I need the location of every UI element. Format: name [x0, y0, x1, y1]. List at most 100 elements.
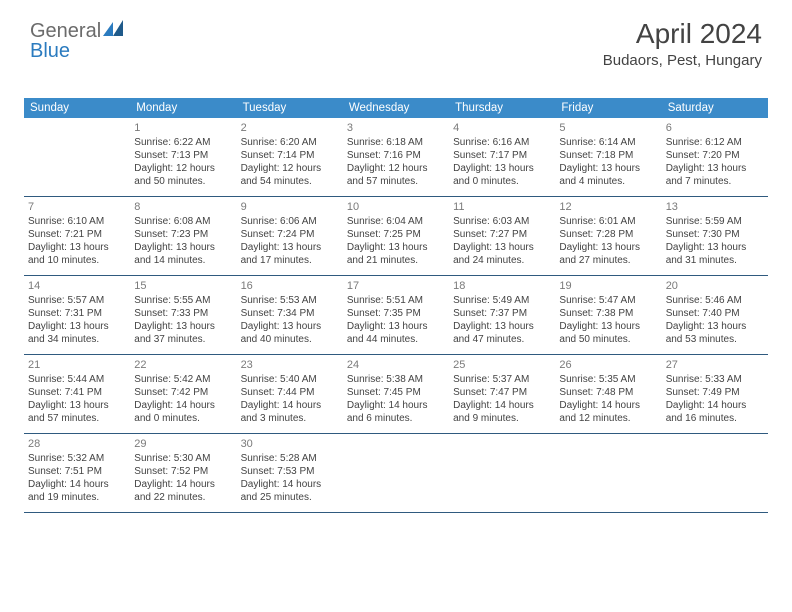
daylight-text: Daylight: 12 hours and 57 minutes.	[347, 162, 445, 188]
day-cell: 19Sunrise: 5:47 AMSunset: 7:38 PMDayligh…	[555, 276, 661, 354]
daylight-text: Daylight: 13 hours and 0 minutes.	[453, 162, 551, 188]
sunrise-text: Sunrise: 6:16 AM	[453, 136, 551, 149]
day-cell: 8Sunrise: 6:08 AMSunset: 7:23 PMDaylight…	[130, 197, 236, 275]
page-title: April 2024	[603, 18, 762, 50]
day-number: 29	[134, 437, 232, 451]
sunrise-text: Sunrise: 5:30 AM	[134, 452, 232, 465]
daylight-text: Daylight: 13 hours and 4 minutes.	[559, 162, 657, 188]
day-number: 21	[28, 358, 126, 372]
day-number: 10	[347, 200, 445, 214]
day-cell: 15Sunrise: 5:55 AMSunset: 7:33 PMDayligh…	[130, 276, 236, 354]
dow-saturday: Saturday	[662, 98, 768, 118]
day-cell	[555, 434, 661, 512]
day-number: 28	[28, 437, 126, 451]
day-number: 19	[559, 279, 657, 293]
sunrise-text: Sunrise: 5:42 AM	[134, 373, 232, 386]
daylight-text: Daylight: 13 hours and 34 minutes.	[28, 320, 126, 346]
day-number: 17	[347, 279, 445, 293]
sunset-text: Sunset: 7:34 PM	[241, 307, 339, 320]
day-cell: 2Sunrise: 6:20 AMSunset: 7:14 PMDaylight…	[237, 118, 343, 196]
sunrise-text: Sunrise: 5:44 AM	[28, 373, 126, 386]
day-cell: 22Sunrise: 5:42 AMSunset: 7:42 PMDayligh…	[130, 355, 236, 433]
day-cell: 24Sunrise: 5:38 AMSunset: 7:45 PMDayligh…	[343, 355, 449, 433]
sunrise-text: Sunrise: 5:35 AM	[559, 373, 657, 386]
day-cell: 3Sunrise: 6:18 AMSunset: 7:16 PMDaylight…	[343, 118, 449, 196]
day-number: 26	[559, 358, 657, 372]
sunrise-text: Sunrise: 5:47 AM	[559, 294, 657, 307]
sunrise-text: Sunrise: 6:01 AM	[559, 215, 657, 228]
sunset-text: Sunset: 7:20 PM	[666, 149, 764, 162]
sunrise-text: Sunrise: 5:32 AM	[28, 452, 126, 465]
daylight-text: Daylight: 14 hours and 12 minutes.	[559, 399, 657, 425]
daylight-text: Daylight: 13 hours and 10 minutes.	[28, 241, 126, 267]
day-cell: 7Sunrise: 6:10 AMSunset: 7:21 PMDaylight…	[24, 197, 130, 275]
day-number: 20	[666, 279, 764, 293]
sunset-text: Sunset: 7:13 PM	[134, 149, 232, 162]
day-number: 14	[28, 279, 126, 293]
day-number: 16	[241, 279, 339, 293]
daylight-text: Daylight: 14 hours and 19 minutes.	[28, 478, 126, 504]
day-cell: 29Sunrise: 5:30 AMSunset: 7:52 PMDayligh…	[130, 434, 236, 512]
sunset-text: Sunset: 7:35 PM	[347, 307, 445, 320]
day-cell: 27Sunrise: 5:33 AMSunset: 7:49 PMDayligh…	[662, 355, 768, 433]
sunrise-text: Sunrise: 6:22 AM	[134, 136, 232, 149]
daylight-text: Daylight: 13 hours and 7 minutes.	[666, 162, 764, 188]
sunset-text: Sunset: 7:47 PM	[453, 386, 551, 399]
sunrise-text: Sunrise: 6:18 AM	[347, 136, 445, 149]
daylight-text: Daylight: 13 hours and 37 minutes.	[134, 320, 232, 346]
day-number: 30	[241, 437, 339, 451]
sunset-text: Sunset: 7:24 PM	[241, 228, 339, 241]
dow-tuesday: Tuesday	[237, 98, 343, 118]
sunrise-text: Sunrise: 5:59 AM	[666, 215, 764, 228]
sunrise-text: Sunrise: 6:20 AM	[241, 136, 339, 149]
sunrise-text: Sunrise: 6:08 AM	[134, 215, 232, 228]
sunset-text: Sunset: 7:38 PM	[559, 307, 657, 320]
daylight-text: Daylight: 12 hours and 50 minutes.	[134, 162, 232, 188]
daylight-text: Daylight: 12 hours and 54 minutes.	[241, 162, 339, 188]
sunset-text: Sunset: 7:49 PM	[666, 386, 764, 399]
day-number: 12	[559, 200, 657, 214]
sunrise-text: Sunrise: 5:40 AM	[241, 373, 339, 386]
sunrise-text: Sunrise: 5:33 AM	[666, 373, 764, 386]
daylight-text: Daylight: 13 hours and 31 minutes.	[666, 241, 764, 267]
sunset-text: Sunset: 7:37 PM	[453, 307, 551, 320]
day-cell: 25Sunrise: 5:37 AMSunset: 7:47 PMDayligh…	[449, 355, 555, 433]
daylight-text: Daylight: 14 hours and 25 minutes.	[241, 478, 339, 504]
daylight-text: Daylight: 13 hours and 50 minutes.	[559, 320, 657, 346]
day-cell: 6Sunrise: 6:12 AMSunset: 7:20 PMDaylight…	[662, 118, 768, 196]
sunset-text: Sunset: 7:21 PM	[28, 228, 126, 241]
daylight-text: Daylight: 14 hours and 6 minutes.	[347, 399, 445, 425]
day-cell: 9Sunrise: 6:06 AMSunset: 7:24 PMDaylight…	[237, 197, 343, 275]
sunset-text: Sunset: 7:23 PM	[134, 228, 232, 241]
daylight-text: Daylight: 14 hours and 22 minutes.	[134, 478, 232, 504]
day-cell: 12Sunrise: 6:01 AMSunset: 7:28 PMDayligh…	[555, 197, 661, 275]
day-cell: 13Sunrise: 5:59 AMSunset: 7:30 PMDayligh…	[662, 197, 768, 275]
sunset-text: Sunset: 7:40 PM	[666, 307, 764, 320]
day-number: 2	[241, 121, 339, 135]
daylight-text: Daylight: 13 hours and 27 minutes.	[559, 241, 657, 267]
day-cell	[343, 434, 449, 512]
day-number: 9	[241, 200, 339, 214]
day-cell: 14Sunrise: 5:57 AMSunset: 7:31 PMDayligh…	[24, 276, 130, 354]
day-cell: 17Sunrise: 5:51 AMSunset: 7:35 PMDayligh…	[343, 276, 449, 354]
sunrise-text: Sunrise: 5:51 AM	[347, 294, 445, 307]
sunrise-text: Sunrise: 6:06 AM	[241, 215, 339, 228]
week-row: 28Sunrise: 5:32 AMSunset: 7:51 PMDayligh…	[24, 434, 768, 513]
sunset-text: Sunset: 7:42 PM	[134, 386, 232, 399]
sunrise-text: Sunrise: 5:55 AM	[134, 294, 232, 307]
day-cell: 18Sunrise: 5:49 AMSunset: 7:37 PMDayligh…	[449, 276, 555, 354]
dow-friday: Friday	[555, 98, 661, 118]
day-number: 22	[134, 358, 232, 372]
day-number: 1	[134, 121, 232, 135]
daylight-text: Daylight: 13 hours and 53 minutes.	[666, 320, 764, 346]
day-cell: 4Sunrise: 6:16 AMSunset: 7:17 PMDaylight…	[449, 118, 555, 196]
sunrise-text: Sunrise: 6:04 AM	[347, 215, 445, 228]
dow-wednesday: Wednesday	[343, 98, 449, 118]
sunrise-text: Sunrise: 6:14 AM	[559, 136, 657, 149]
day-number: 13	[666, 200, 764, 214]
sunrise-text: Sunrise: 6:12 AM	[666, 136, 764, 149]
day-number: 8	[134, 200, 232, 214]
daylight-text: Daylight: 13 hours and 24 minutes.	[453, 241, 551, 267]
day-cell	[662, 434, 768, 512]
logo-text-blue: Blue	[30, 40, 70, 62]
